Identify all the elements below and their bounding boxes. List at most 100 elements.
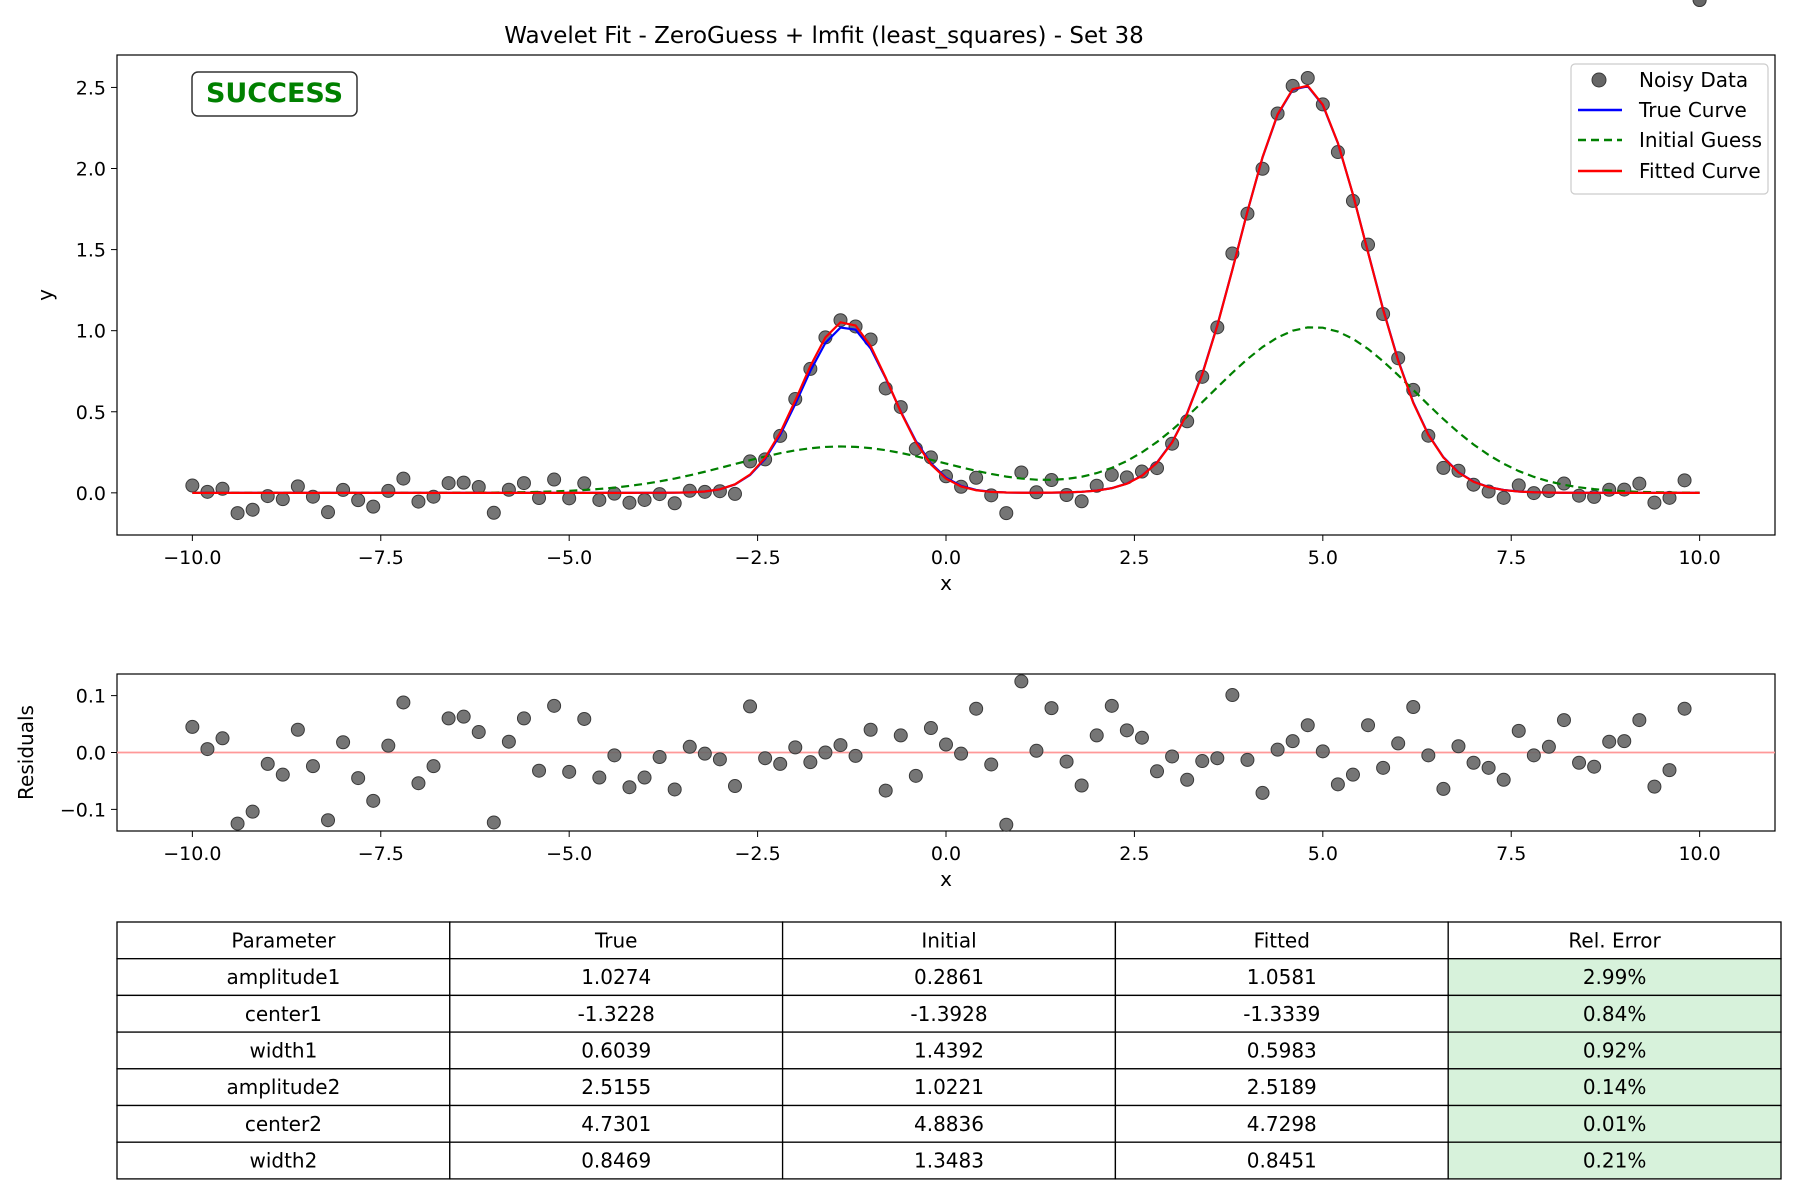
- residual-point: [1376, 760, 1391, 775]
- noisy-data-point: [547, 472, 562, 487]
- residual-point: [1029, 743, 1044, 758]
- residual-point: [1044, 701, 1059, 716]
- residual-point: [1345, 767, 1360, 782]
- table-cell-value: amplitude2: [227, 1075, 341, 1099]
- residual-point: [758, 751, 773, 766]
- residual-point: [1315, 744, 1330, 759]
- legend-label: True Curve: [1638, 98, 1747, 122]
- noisy-data-point: [592, 492, 607, 507]
- noisy-data-point: [969, 470, 984, 485]
- table-cell-value: center1: [245, 1002, 322, 1026]
- noisy-data-point: [441, 476, 456, 491]
- residual-point: [788, 740, 803, 755]
- legend-label: Initial Guess: [1639, 128, 1762, 152]
- table-cell-value: 2.5189: [1247, 1075, 1317, 1099]
- residual-point: [893, 728, 908, 743]
- residuals-x-tick-label: −2.5: [735, 843, 781, 865]
- noisy-data-point: [727, 486, 742, 501]
- table-cell: [781, 994, 1117, 1033]
- main-x-tick-label: −7.5: [358, 547, 404, 569]
- table-header-cell: [1447, 921, 1782, 960]
- residual-point: [532, 763, 547, 778]
- residual-point: [486, 815, 501, 830]
- noisy-data-point: [1436, 460, 1451, 475]
- table-cell-value: 1.0274: [581, 965, 651, 989]
- residual-point: [908, 768, 923, 783]
- noisy-data-point: [245, 502, 260, 517]
- residual-point: [1496, 772, 1511, 787]
- table-cell-value: 1.0581: [1247, 965, 1317, 989]
- noisy-data-point: [1647, 495, 1662, 510]
- residual-point: [1104, 698, 1119, 713]
- noisy-data-point: [999, 506, 1014, 521]
- residual-point: [1255, 785, 1270, 800]
- table-cell: [1114, 958, 1449, 997]
- residual-point: [863, 722, 878, 737]
- residual-point: [1481, 760, 1496, 775]
- table-cell: [116, 1104, 451, 1143]
- residuals-x-tick-label: 5.0: [1308, 843, 1338, 865]
- initial-guess-line: [192, 326, 1700, 494]
- noisy-data-point: [516, 476, 531, 491]
- noisy-data-point: [381, 483, 396, 498]
- residual-point: [200, 742, 215, 757]
- residual-point: [1059, 754, 1074, 769]
- main-x-tick-label: 2.5: [1119, 547, 1149, 569]
- noisy-data-point: [260, 489, 275, 504]
- residual-point: [351, 771, 366, 786]
- noisy-data-point: [336, 482, 351, 497]
- residual-point: [1270, 742, 1285, 757]
- table-cell-value: 0.84%: [1583, 1002, 1647, 1026]
- table-cell: [781, 1141, 1117, 1180]
- legend-label: Fitted Curve: [1639, 159, 1761, 183]
- residual-point: [396, 695, 411, 710]
- residual-point: [1572, 755, 1587, 770]
- residual-point: [1511, 723, 1526, 738]
- residual-point: [321, 813, 336, 828]
- residuals-y-tick-label: 0.0: [76, 743, 106, 765]
- residual-point: [1451, 739, 1466, 754]
- residual-point: [954, 746, 969, 761]
- residual-point: [1556, 713, 1571, 728]
- residual-point: [878, 783, 893, 798]
- legend: Noisy Data True Curve Initial Guess Fitted …: [1570, 63, 1769, 195]
- residual-point: [592, 770, 607, 785]
- table-cell: [116, 958, 451, 997]
- residual-point: [1195, 754, 1210, 769]
- residual-point: [1617, 734, 1632, 749]
- main-x-tick-label: 10.0: [1678, 547, 1720, 569]
- table-cell: [1114, 1068, 1449, 1107]
- table-cell-value: -1.3339: [1243, 1002, 1320, 1026]
- table-cell-value: 1.3483: [914, 1149, 984, 1173]
- residual-point: [456, 709, 471, 724]
- residual-point: [607, 748, 622, 763]
- residual-point: [215, 731, 230, 746]
- residual-point: [547, 698, 562, 713]
- residual-point: [969, 701, 984, 716]
- residual-point: [471, 725, 486, 740]
- noisy-data-point: [833, 313, 848, 328]
- main-plot: −10.0 −7.5 −5.0 −2.5 0.0 2.5 5.0 7.5 10.0 0.0 0.5 1…: [33, 0, 1776, 595]
- table-cell: [449, 1104, 784, 1143]
- residual-point: [652, 750, 667, 765]
- main-x-tick-label: −2.5: [735, 547, 781, 569]
- noisy-data-point: [577, 476, 592, 491]
- residual-point: [1466, 755, 1481, 770]
- residual-point: [1662, 763, 1677, 778]
- main-x-tick-label: 5.0: [1308, 547, 1338, 569]
- main-y-tick-label: 0.5: [76, 402, 106, 424]
- residual-point: [1602, 734, 1617, 749]
- residual-point: [999, 817, 1014, 832]
- chart-title: Wavelet Fit - ZeroGuess + lmfit (least_s…: [504, 23, 1144, 49]
- residual-point: [426, 759, 441, 774]
- legend-box: [1570, 63, 1769, 195]
- main-x-tick-label: −10.0: [163, 547, 221, 569]
- legend-marker-noisy-data: [1591, 72, 1607, 88]
- noisy-data-point: [366, 499, 381, 514]
- residual-point: [381, 738, 396, 753]
- main-y-axis-label: y: [33, 289, 57, 301]
- residual-point: [1180, 772, 1195, 787]
- table-cell: [1114, 1031, 1449, 1070]
- noisy-data-point: [1632, 476, 1647, 491]
